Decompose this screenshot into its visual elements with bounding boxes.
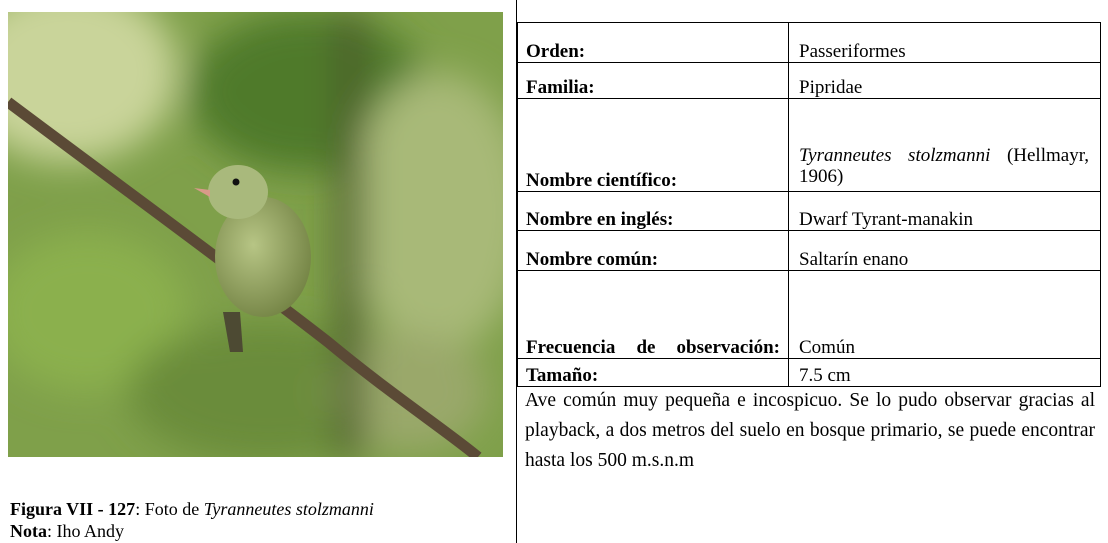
field-value: Dwarf Tyrant-manakin [788, 191, 1101, 231]
field-label: Familia: [517, 62, 789, 99]
field-label: Orden: [517, 22, 789, 63]
field-value: Pipridae [788, 62, 1101, 99]
field-value: Común [788, 270, 1101, 359]
field-label: Tamaño: [517, 358, 789, 387]
description: Ave común muy pequeña e incospicuo. Se l… [525, 390, 1095, 471]
caption-text: : Foto de [135, 499, 204, 519]
field-label: Nombre en inglés: [517, 191, 789, 231]
species-table: Orden: Passeriformes Familia: Pipridae Nom… [517, 22, 1101, 387]
field-value: 7.5 cm [788, 358, 1101, 387]
column-divider [516, 0, 517, 543]
field-value: Tyranneutes stolzmanni (Hellmayr, 1906) [788, 98, 1101, 192]
field-value: Passeriformes [788, 22, 1101, 63]
field-label: Nombre común: [517, 230, 789, 271]
field-label: Frecuencia de observación: [517, 270, 789, 359]
author: (Hellmayr, 1906) [799, 145, 1090, 187]
bird-photo [8, 12, 503, 457]
field-label: Nombre científico: [517, 98, 789, 192]
scientific-name: Tyranneutes stolzmanni [799, 145, 991, 166]
caption: Figura VII - 127: Foto de Tyranneutes st… [10, 498, 374, 542]
field-value: Saltarín enano [788, 230, 1101, 271]
figure-label: Figura VII - 127 [10, 499, 136, 519]
note-label: Nota [10, 521, 47, 541]
note-text: : Iho Andy [47, 521, 125, 541]
caption-species: Tyranneutes stolzmanni [203, 499, 374, 519]
